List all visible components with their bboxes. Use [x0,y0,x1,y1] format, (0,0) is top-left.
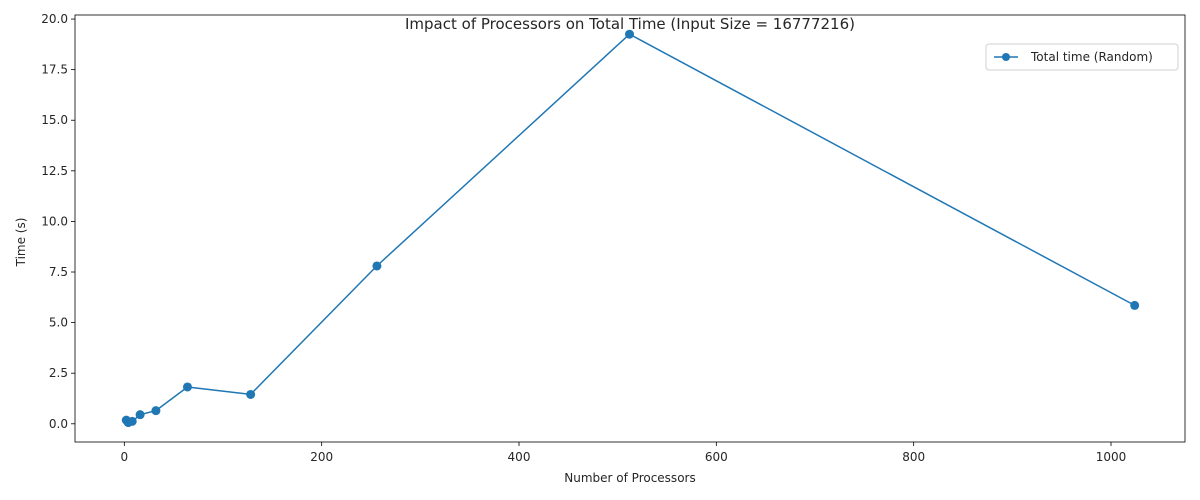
x-tick-label: 400 [508,450,531,464]
y-tick-label: 17.5 [41,63,68,77]
series-layer [121,29,1140,428]
x-tick-label: 1000 [1096,450,1127,464]
x-axis-label: Number of Processors [564,471,695,485]
legend-marker-sample [1002,53,1010,61]
legend: Total time (Random) [985,43,1179,71]
x-tick-label: 200 [310,450,333,464]
x-tick-label: 600 [705,450,728,464]
y-tick-label: 0.0 [49,417,68,431]
series-line [125,33,1136,424]
data-point [182,382,192,392]
plot-border [74,14,1186,443]
y-tick-label: 7.5 [49,265,68,279]
y-tick-label: 12.5 [41,164,68,178]
data-point [625,29,635,39]
data-point [1130,300,1140,310]
chart-title: Impact of Processors on Total Time (Inpu… [405,15,855,33]
data-point [372,261,382,271]
x-tick-label: 800 [902,450,925,464]
y-tick-label: 15.0 [41,113,68,127]
legend-box [985,43,1179,71]
y-tick-label: 10.0 [41,214,68,228]
y-tick-label: 2.5 [49,366,68,380]
data-point [135,410,145,420]
x-tick-label: 0 [121,450,129,464]
data-point [151,406,161,416]
data-point [127,416,137,426]
y-tick-label: 20.0 [41,12,68,26]
plot-area [74,14,1186,443]
data-point [246,389,256,399]
legend-label: Total time (Random) [1030,50,1153,64]
x-axis: 0 200 400 600 800 1000 [121,442,1127,464]
y-axis: 0.0 2.5 5.0 7.5 10.0 12.5 15.0 17.5 20.0 [41,12,75,431]
y-axis-label: Time (s) [14,218,28,268]
y-tick-label: 5.0 [49,316,68,330]
